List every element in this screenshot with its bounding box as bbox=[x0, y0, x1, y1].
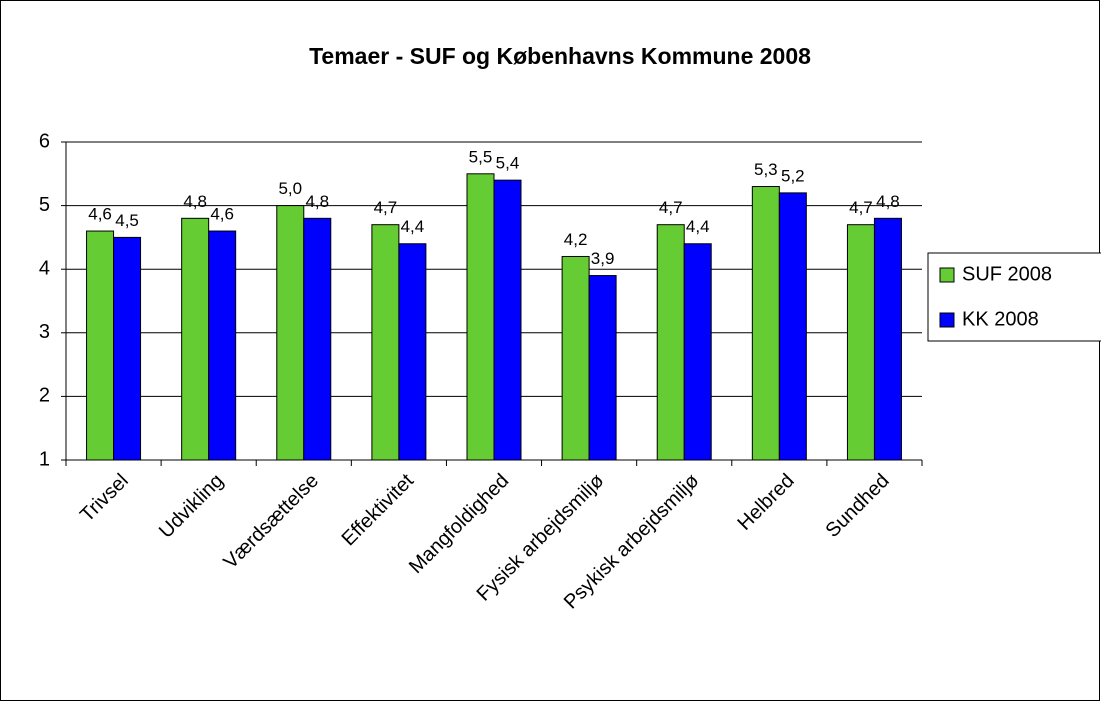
legend-box bbox=[927, 252, 1101, 342]
data-label: 4,4 bbox=[401, 217, 425, 236]
y-tick-label: 4 bbox=[39, 257, 50, 279]
y-tick-label: 3 bbox=[39, 321, 50, 343]
data-label: 5,2 bbox=[781, 166, 805, 185]
bar bbox=[493, 179, 522, 461]
bar bbox=[208, 230, 237, 461]
data-label: 5,5 bbox=[469, 147, 493, 166]
data-label: 4,5 bbox=[115, 211, 139, 230]
bar bbox=[588, 275, 617, 461]
bar bbox=[846, 224, 875, 461]
data-label: 4,7 bbox=[374, 198, 398, 217]
bar bbox=[86, 230, 115, 461]
bar bbox=[398, 243, 427, 461]
bar bbox=[371, 224, 400, 461]
bar bbox=[303, 217, 332, 461]
data-label: 4,8 bbox=[876, 192, 900, 211]
y-tick-label: 1 bbox=[39, 448, 50, 470]
y-tick-label: 5 bbox=[39, 194, 50, 216]
bar bbox=[561, 255, 590, 461]
y-tick-label: 2 bbox=[39, 385, 50, 407]
bar bbox=[276, 205, 305, 461]
bar bbox=[873, 217, 902, 461]
data-label: 4,8 bbox=[305, 192, 329, 211]
data-label: 4,2 bbox=[564, 230, 588, 249]
data-label: 5,0 bbox=[278, 179, 302, 198]
legend-label: SUF 2008 bbox=[962, 263, 1052, 285]
legend-swatch bbox=[939, 267, 955, 283]
data-label: 5,3 bbox=[754, 160, 778, 179]
data-label: 4,7 bbox=[849, 198, 873, 217]
data-label: 4,6 bbox=[88, 205, 112, 224]
data-label: 4,8 bbox=[183, 192, 207, 211]
legend-label: KK 2008 bbox=[962, 308, 1039, 330]
data-label: 4,6 bbox=[210, 205, 234, 224]
data-label: 4,7 bbox=[659, 198, 683, 217]
data-label: 3,9 bbox=[591, 249, 615, 268]
data-label: 4,4 bbox=[686, 217, 710, 236]
bar bbox=[113, 236, 142, 461]
chart-title: Temaer - SUF og Københavns Kommune 2008 bbox=[309, 43, 811, 69]
bar bbox=[751, 186, 780, 461]
bar bbox=[778, 192, 807, 461]
bar bbox=[656, 224, 685, 461]
bar bbox=[683, 243, 712, 461]
y-tick-label: 6 bbox=[39, 130, 50, 152]
legend-swatch bbox=[939, 312, 955, 328]
bar bbox=[466, 173, 495, 461]
data-label: 5,4 bbox=[496, 154, 520, 173]
bar bbox=[181, 217, 210, 461]
